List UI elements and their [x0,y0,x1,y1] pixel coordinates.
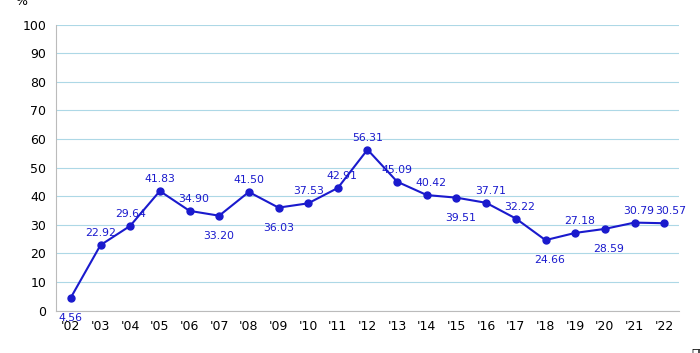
Text: 32.22: 32.22 [505,202,536,211]
Text: 33.20: 33.20 [204,231,234,241]
Text: 28.59: 28.59 [594,244,624,254]
Text: 45.09: 45.09 [382,165,413,175]
Text: 4.56: 4.56 [59,313,83,323]
Text: 34.90: 34.90 [178,194,209,204]
Text: 36.03: 36.03 [263,223,294,233]
Text: %: % [15,0,28,7]
Text: 41.50: 41.50 [233,175,265,185]
Text: 39.51: 39.51 [445,213,476,223]
Text: 42.91: 42.91 [327,171,358,181]
Text: 年度: 年度 [692,348,700,353]
Text: 27.18: 27.18 [564,216,595,226]
Text: 56.31: 56.31 [352,133,383,143]
Text: 29.64: 29.64 [115,209,146,219]
Text: 30.57: 30.57 [656,206,687,216]
Text: 40.42: 40.42 [416,178,447,188]
Text: 30.79: 30.79 [623,206,654,216]
Text: 41.83: 41.83 [144,174,175,184]
Text: 24.66: 24.66 [534,256,565,265]
Text: 22.92: 22.92 [85,228,116,238]
Text: 37.53: 37.53 [293,186,323,196]
Text: 37.71: 37.71 [475,186,506,196]
